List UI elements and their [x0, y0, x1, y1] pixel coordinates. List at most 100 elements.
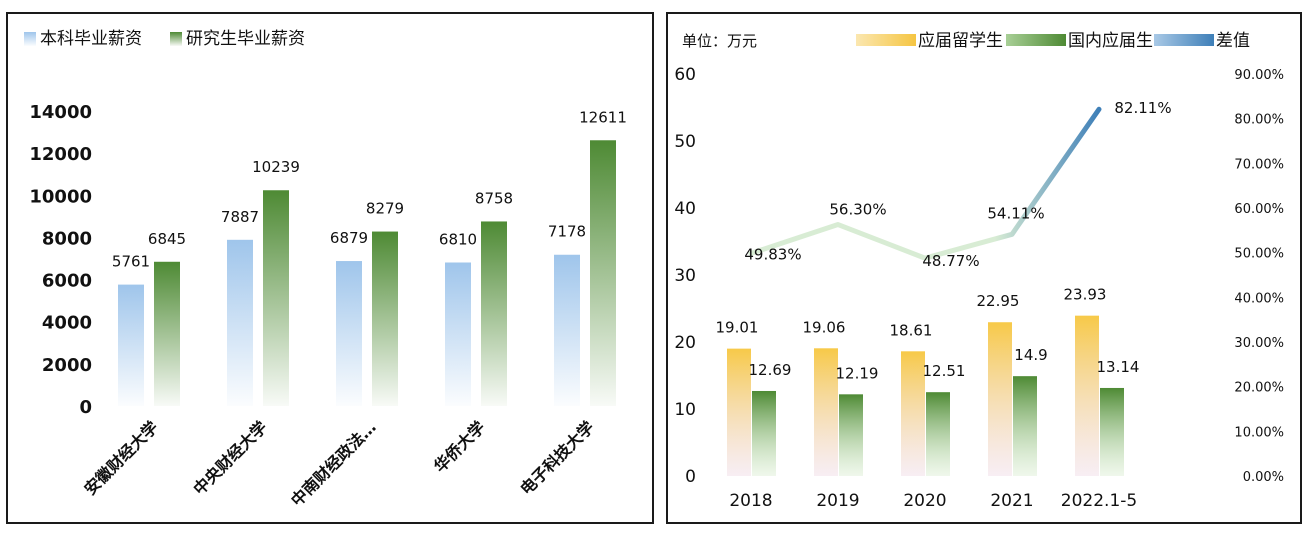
x-tick-label: 电子科技大学 [517, 417, 598, 498]
bar-overseas-3 [901, 351, 925, 476]
bar-undergrad-4 [445, 262, 471, 406]
bar-domestic-3 [926, 392, 950, 476]
bars: 19.01 12.69 19.06 12.19 18.61 12.51 22.95 14.9 2… [716, 286, 1140, 476]
y-right-tick-label: 70.00% [1234, 157, 1284, 172]
data-label: 5761 [112, 253, 150, 271]
legend-swatch-1 [24, 32, 36, 46]
legend-label-3: 差值 [1216, 31, 1250, 51]
difference-line: 49.83% 56.30% 48.77% 54.11% 82.11% [744, 99, 1171, 270]
data-label: 22.95 [977, 292, 1020, 310]
data-label: 12611 [579, 108, 627, 126]
x-tick-label: 2022.1-5 [1061, 491, 1137, 511]
legend: 应届留学生 国内应届生 差值 [856, 31, 1250, 51]
y-tick-label: 0 [79, 397, 92, 418]
bar-graduate-4 [481, 221, 507, 406]
right-chart-panel: 单位：万元 应届留学生 国内应届生 差值 0 10 20 30 40 50 60 0.00% 10… [666, 12, 1302, 524]
x-axis: 安徽财经大学 中央财经大学 中南财经政法… 华侨大学 电子科技大学 [81, 417, 598, 510]
legend-label-1: 本科毕业薪资 [40, 29, 142, 49]
y-left-tick-label: 0 [685, 467, 696, 487]
y-axis-left: 0 10 20 30 40 50 60 [674, 65, 696, 487]
bar-graduate-5 [590, 140, 616, 406]
x-axis: 2018 2019 2020 2021 2022.1-5 [729, 491, 1137, 511]
bar-undergrad-3 [336, 261, 362, 406]
y-tick-label: 6000 [42, 271, 92, 292]
data-label: 23.93 [1064, 286, 1107, 304]
y-right-tick-label: 50.00% [1234, 247, 1284, 262]
y-left-tick-label: 40 [674, 199, 696, 219]
legend-label-2: 研究生毕业薪资 [186, 29, 305, 49]
data-label: 8758 [475, 189, 513, 207]
data-label: 10239 [252, 158, 300, 176]
data-label: 14.9 [1014, 346, 1047, 364]
y-right-tick-label: 90.00% [1234, 68, 1284, 83]
y-left-tick-label: 50 [674, 132, 696, 152]
data-label: 7178 [548, 223, 586, 241]
data-label: 6845 [148, 230, 186, 248]
y-tick-label: 8000 [42, 228, 92, 249]
legend-swatch-2 [1006, 34, 1066, 46]
line-data-label: 82.11% [1114, 99, 1171, 117]
y-right-tick-label: 0.00% [1243, 470, 1284, 485]
bar-domestic-4 [1013, 376, 1037, 476]
y-left-tick-label: 60 [674, 65, 696, 85]
bar-graduate-1 [154, 261, 180, 406]
bar-domestic-1 [752, 390, 776, 476]
y-left-tick-label: 20 [674, 333, 696, 353]
right-combo-chart: 单位：万元 应届留学生 国内应届生 差值 0 10 20 30 40 50 60 0.00% 10… [674, 31, 1284, 511]
bar-overseas-1 [727, 348, 751, 476]
y-right-tick-label: 60.00% [1234, 202, 1284, 217]
y-axis: 0 2000 4000 6000 8000 10000 12000 14000 [29, 102, 92, 418]
legend-label-2: 国内应届生 [1068, 31, 1153, 51]
y-tick-label: 4000 [42, 313, 92, 334]
bar-undergrad-1 [118, 284, 144, 406]
line-data-label: 54.11% [987, 204, 1044, 222]
bar-graduate-3 [372, 231, 398, 406]
difference-line-path [748, 106, 1102, 261]
legend-swatch-1 [856, 34, 916, 46]
x-tick-label: 2021 [990, 491, 1033, 511]
y-right-tick-label: 30.00% [1234, 336, 1284, 351]
data-label: 12.19 [836, 364, 879, 382]
x-tick-label: 中南财经政法… [287, 417, 380, 510]
x-tick-label: 2018 [729, 491, 772, 511]
data-label: 19.01 [716, 319, 759, 337]
bars: 5761 6845 7887 10239 6879 8279 6810 8758 7178 126… [112, 108, 627, 406]
y-left-tick-label: 10 [674, 400, 696, 420]
data-label: 18.61 [890, 321, 933, 339]
y-tick-label: 10000 [29, 186, 92, 207]
left-bar-chart: 本科毕业薪资 研究生毕业薪资 0 2000 4000 6000 8000 10000 1200… [24, 29, 627, 510]
bar-domestic-5 [1100, 387, 1124, 476]
y-right-tick-label: 10.00% [1234, 425, 1284, 440]
y-right-tick-label: 80.00% [1234, 113, 1284, 128]
data-label: 6879 [330, 229, 368, 247]
legend-swatch-2 [170, 32, 182, 46]
bar-undergrad-5 [554, 254, 580, 406]
unit-label: 单位：万元 [682, 32, 757, 50]
bar-graduate-2 [263, 190, 289, 406]
data-label: 7887 [221, 208, 259, 226]
y-left-tick-label: 30 [674, 266, 696, 286]
data-label: 13.14 [1097, 358, 1140, 376]
y-axis-right: 0.00% 10.00% 20.00% 30.00% 40.00% 50.00% 60.00… [1234, 68, 1284, 485]
bar-overseas-2 [814, 348, 838, 476]
legend: 本科毕业薪资 研究生毕业薪资 [24, 29, 305, 49]
x-tick-label: 华侨大学 [430, 417, 489, 476]
data-label: 12.51 [923, 362, 966, 380]
bar-undergrad-2 [227, 239, 253, 406]
y-tick-label: 2000 [42, 355, 92, 376]
bar-overseas-4 [988, 322, 1012, 476]
data-label: 8279 [366, 200, 404, 218]
legend-swatch-3 [1154, 34, 1214, 46]
y-tick-label: 14000 [29, 102, 92, 123]
y-right-tick-label: 40.00% [1234, 291, 1284, 306]
bar-overseas-5 [1075, 315, 1099, 476]
data-label: 6810 [439, 231, 477, 249]
y-right-tick-label: 20.00% [1234, 381, 1284, 396]
legend-label-1: 应届留学生 [918, 31, 1003, 51]
x-tick-label: 2019 [816, 491, 859, 511]
left-chart-panel: 本科毕业薪资 研究生毕业薪资 0 2000 4000 6000 8000 10000 1200… [6, 12, 654, 524]
line-data-label: 49.83% [744, 245, 801, 263]
x-tick-label: 安徽财经大学 [81, 417, 162, 498]
bar-domestic-2 [839, 394, 863, 476]
line-data-label: 48.77% [922, 252, 979, 270]
